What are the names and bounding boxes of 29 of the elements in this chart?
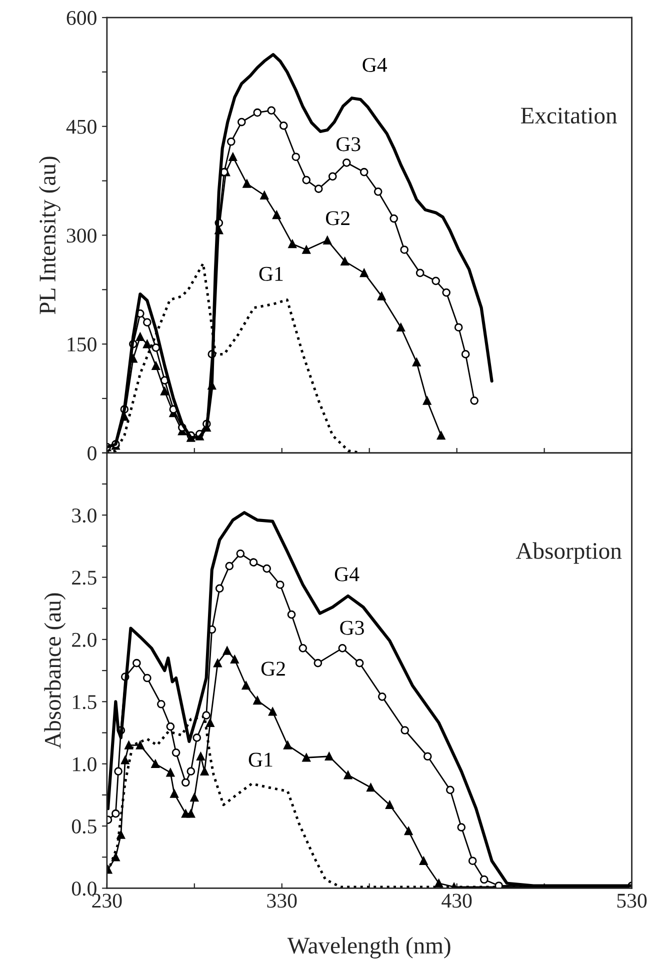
y-tick-label: 150 (68, 337, 96, 352)
y-tick-label: 0.5 (72, 819, 96, 834)
y-tick-label: 2.0 (72, 632, 96, 647)
y-tick-label: 0.0 (72, 882, 96, 896)
series-label: G4 (362, 58, 388, 72)
x-tick-label: 530 (617, 894, 647, 908)
y-tick-label: 450 (66, 120, 96, 134)
y-tick-label: 0 (88, 446, 96, 460)
y-tick-label: 1.5 (72, 695, 96, 710)
series-label: G2 (326, 211, 350, 226)
x-axis-title: Wavelength (nm) (287, 936, 450, 958)
annotation: Excitation (520, 108, 617, 124)
y-tick-label: 3.0 (72, 508, 96, 523)
x-tick-label: 330 (267, 894, 297, 908)
x-tick-label: 230 (92, 894, 122, 908)
annotation: Absorption (516, 542, 622, 564)
y-tick-label: 600 (66, 10, 96, 25)
series-label: G2 (261, 662, 285, 676)
x-tick-label: 430 (442, 894, 472, 908)
y-tick-label: 300 (66, 228, 96, 243)
series-label: G4 (334, 567, 360, 582)
series-label: G3 (340, 620, 364, 635)
series-label: G1 (248, 752, 272, 767)
y-tick-label: 1.0 (72, 757, 96, 772)
y-axis-title: PL Intensity (au) (38, 156, 60, 314)
series-label: G1 (259, 266, 283, 281)
series-label: G3 (336, 137, 360, 152)
y-axis-title: Absorbance (au) (44, 593, 66, 749)
y-tick-label: 2.5 (72, 570, 96, 585)
